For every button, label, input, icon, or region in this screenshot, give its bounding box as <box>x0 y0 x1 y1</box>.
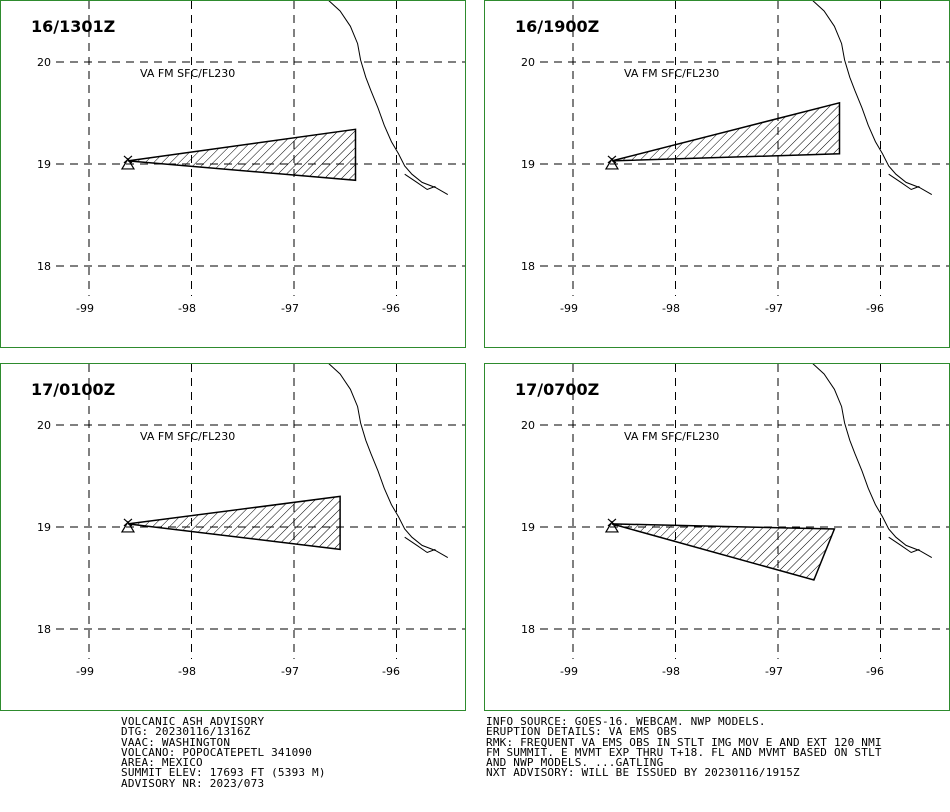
coastline <box>328 1 449 196</box>
lat-tick-19: 19 <box>521 158 535 171</box>
coastline <box>812 364 933 559</box>
lat-tick-18: 18 <box>37 623 51 636</box>
lat-tick-18: 18 <box>521 260 535 273</box>
lon-tick-97: -97 <box>281 302 299 315</box>
forecast-panel-2: 16/1900Z VA FM SFC/FL230 20 19 18 -99 -9… <box>484 0 950 348</box>
ash-cloud-polygon <box>127 495 341 551</box>
advisory-line: FM SUMMIT. E MVMT EXP THRU T+18. FL AND … <box>486 745 882 759</box>
advisory-line: VAAC: WASHINGTON <box>121 735 231 749</box>
ash-level-label: VA FM SFC/FL230 <box>624 430 720 443</box>
lat-tick-20: 20 <box>521 419 535 432</box>
lon-tick-98: -98 <box>178 302 196 315</box>
volcano-icon <box>120 157 136 170</box>
advisory-line: DTG: 20230116/1316Z <box>121 725 251 739</box>
volcano-mark <box>607 518 617 527</box>
ash-cloud-polygon <box>127 128 357 182</box>
panel-time-label: 17/0700Z <box>515 380 600 399</box>
panel-time-label: 16/1900Z <box>515 17 600 36</box>
forecast-panel-4: 17/0700Z VA FM SFC/FL230 20 19 18 -99 -9… <box>484 363 950 711</box>
volcano-icon <box>604 157 620 170</box>
lat-tick-18: 18 <box>521 623 535 636</box>
coastline-lagoon <box>404 173 436 191</box>
lon-tick-99: -99 <box>76 302 94 315</box>
panel-time-label: 16/1301Z <box>31 17 116 36</box>
volcano-icon <box>604 520 620 533</box>
advisory-line: ERUPTION DETAILS: VA EMS OBS <box>486 725 678 739</box>
ash-cloud-polygon <box>611 523 836 581</box>
lon-tick-98: -98 <box>178 665 196 678</box>
ash-level-label: VA FM SFC/FL230 <box>140 67 236 80</box>
forecast-panel-3: 17/0100Z VA FM SFC/FL230 20 19 18 -99 -9… <box>0 363 466 711</box>
lon-tick-96: -96 <box>866 665 884 678</box>
lon-tick-96: -96 <box>382 665 400 678</box>
advisory-line: INFO SOURCE: GOES-16. WEBCAM. NWP MODELS… <box>486 715 766 728</box>
advisory-text-right: INFO SOURCE: GOES-16. WEBCAM. NWP MODELS… <box>486 715 882 780</box>
panel-time-label: 17/0100Z <box>31 380 116 399</box>
ash-level-label: VA FM SFC/FL230 <box>624 67 720 80</box>
ash-level-label: VA FM SFC/FL230 <box>140 430 236 443</box>
map-canvas <box>56 1 465 296</box>
advisory-line: SUMMIT ELEV: 17693 FT (5393 M) <box>121 766 326 780</box>
advisory-line: AND NWP MODELS. ...GATLING <box>486 756 664 770</box>
lat-tick-20: 20 <box>37 56 51 69</box>
coastline-lagoon <box>404 536 436 554</box>
coastline <box>812 1 933 196</box>
lat-tick-19: 19 <box>37 521 51 534</box>
lon-tick-99: -99 <box>560 665 578 678</box>
advisory-line: VOLCANIC ASH ADVISORY <box>121 715 265 728</box>
advisory-text-left: VOLCANIC ASH ADVISORY DTG: 20230116/1316… <box>121 715 326 790</box>
coastline <box>328 364 449 559</box>
advisory-line: ADVISORY NR: 2023/073 <box>121 776 265 790</box>
lat-tick-20: 20 <box>37 419 51 432</box>
lon-tick-98: -98 <box>662 302 680 315</box>
lat-tick-18: 18 <box>37 260 51 273</box>
lon-tick-96: -96 <box>866 302 884 315</box>
lat-tick-19: 19 <box>37 158 51 171</box>
lon-tick-99: -99 <box>560 302 578 315</box>
volcano-mark <box>607 155 617 164</box>
coastline-lagoon <box>888 536 920 554</box>
volcano-mark <box>123 155 133 164</box>
lon-tick-96: -96 <box>382 302 400 315</box>
volcano-mark <box>123 518 133 527</box>
map-canvas <box>56 364 465 659</box>
advisory-line: AREA: MEXICO <box>121 756 203 770</box>
lon-tick-98: -98 <box>662 665 680 678</box>
forecast-panel-1: 16/1301Z VA FM SFC/FL230 20 19 18 -99 -9… <box>0 0 466 348</box>
lat-tick-19: 19 <box>521 521 535 534</box>
advisory-line: VOLCANO: POPOCATEPETL 341090 <box>121 745 313 759</box>
coastline-lagoon <box>888 173 920 191</box>
lon-tick-97: -97 <box>765 665 783 678</box>
lon-tick-97: -97 <box>281 665 299 678</box>
map-canvas <box>540 364 949 659</box>
ash-cloud-polygon <box>611 101 841 162</box>
lon-tick-99: -99 <box>76 665 94 678</box>
map-canvas <box>540 1 949 296</box>
advisory-line: RMK: FREQUENT VA EMS OBS IN STLT IMG MOV… <box>486 735 882 749</box>
lat-tick-20: 20 <box>521 56 535 69</box>
lon-tick-97: -97 <box>765 302 783 315</box>
advisory-line: NXT ADVISORY: WILL BE ISSUED BY 20230116… <box>486 766 800 780</box>
volcano-icon <box>120 520 136 533</box>
